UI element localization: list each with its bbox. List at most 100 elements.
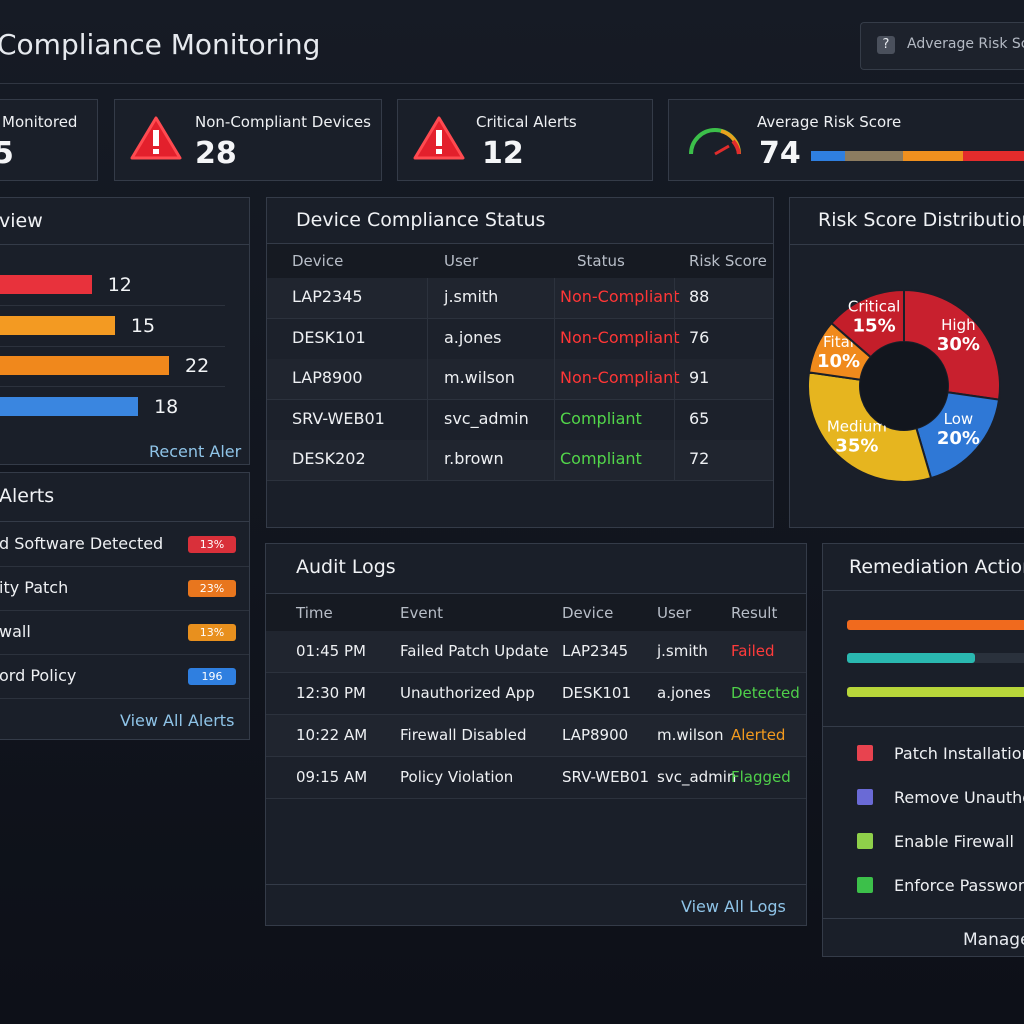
table-cell: 76 <box>689 327 710 347</box>
kpi-label: Monitored <box>2 113 78 131</box>
risk-bar <box>811 151 1024 161</box>
table-cell: LAP8900 <box>292 368 363 387</box>
column-divider <box>554 318 555 359</box>
kpi-label: Critical Alerts <box>476 113 577 131</box>
risk-score-button[interactable]: ? Adverage Risk Sc <box>860 22 1024 70</box>
divider <box>0 610 249 611</box>
action-text: Remove Unauthor <box>894 788 1024 807</box>
table-row: SRV-WEB01 svc_admin Compliant 65 <box>267 399 773 441</box>
alert-text: ity Patch <box>0 578 69 597</box>
donut-slice <box>830 288 905 359</box>
bar <box>0 275 92 294</box>
alert-text: wall <box>0 622 31 641</box>
column-divider <box>674 399 675 440</box>
panel-title: view <box>0 210 43 232</box>
table-cell: 65 <box>689 408 710 428</box>
link[interactable]: View All Logs <box>681 897 786 916</box>
table-cell: j.smith <box>444 287 499 306</box>
slice-value: 30% <box>937 334 980 355</box>
link[interactable]: Recent Aler <box>149 442 242 461</box>
bar <box>0 356 169 375</box>
gauge-icon <box>689 128 741 156</box>
kpi-value: 5 <box>0 136 14 171</box>
divider <box>0 566 249 567</box>
column-header: Result <box>731 604 778 622</box>
alert-badge: 23% <box>188 580 236 597</box>
column-header: Status <box>577 252 625 270</box>
column-divider <box>674 278 675 318</box>
alert-icon <box>413 116 465 160</box>
bar-value: 15 <box>130 314 156 337</box>
divider <box>823 918 1024 919</box>
kpi-card: Average Risk Score 74 <box>668 99 1024 181</box>
overview-panel: view Recent Aler 12 15 22 18 <box>0 197 250 465</box>
column-divider <box>554 440 555 480</box>
table-cell: 91 <box>689 368 710 387</box>
kpi-label: Non-Compliant Devices <box>195 113 371 131</box>
panel-title: Risk Score Distribution <box>818 209 1024 231</box>
table-cell: Policy Violation <box>400 768 514 786</box>
status-square <box>857 833 873 849</box>
help-icon: ? <box>877 36 895 54</box>
panel-title: Device Compliance Status <box>296 209 546 231</box>
table-cell: Failed Patch Update <box>400 642 549 660</box>
column-divider <box>554 278 555 318</box>
slice-label: Medium <box>827 417 887 435</box>
table-cell: 10:22 AM <box>296 726 368 744</box>
table-cell: Non-Compliant <box>560 287 680 306</box>
table-header: Time Event Device User Result <box>266 593 806 633</box>
table-cell: LAP2345 <box>292 287 363 306</box>
audit-panel: Audit Logs View All Logs Time Event Device… <box>265 543 807 926</box>
status-square <box>857 789 873 805</box>
table-cell: a.jones <box>444 327 502 347</box>
column-header: User <box>657 604 692 622</box>
table-cell: m.wilson <box>444 368 515 387</box>
divider <box>823 590 1024 591</box>
table-cell: 88 <box>689 287 710 306</box>
alert-badge: 196 <box>188 668 236 685</box>
table-cell: Compliant <box>560 449 642 468</box>
progress-track <box>847 653 1024 663</box>
bar-value: 12 <box>107 274 132 296</box>
divider <box>0 386 225 387</box>
table-cell: Detected <box>731 684 800 702</box>
column-divider <box>427 318 428 359</box>
table-cell: Non-Compliant <box>560 327 680 347</box>
panel-title: Audit Logs <box>296 556 396 578</box>
column-header: User <box>444 252 479 270</box>
table-cell: Flagged <box>731 768 791 786</box>
manage-button[interactable]: Manage <box>963 930 1024 950</box>
table-cell: Unauthorized App <box>400 684 535 702</box>
table-cell: DESK101 <box>562 684 632 702</box>
link[interactable]: View All Alerts <box>120 711 235 730</box>
slice-value: 20% <box>937 428 980 449</box>
table-row: 12:30 PM Unauthorized App DESK101 a.jones De… <box>266 673 806 715</box>
risk-panel: Risk Score Distribution High 30% Low 20% Med… <box>789 197 1024 528</box>
table-cell: Non-Compliant <box>560 368 680 387</box>
kpi-card: Critical Alerts 12 <box>397 99 653 181</box>
action-text: Enable Firewall <box>894 832 1014 851</box>
kpi-label: Average Risk Score <box>757 113 902 131</box>
table-row: 09:15 AM Policy Violation SRV-WEB01 svc_adm… <box>266 757 806 799</box>
kpi-value: 12 <box>482 136 524 171</box>
column-divider <box>554 399 555 440</box>
table-cell: Firewall Disabled <box>400 726 527 744</box>
table-cell: SRV-WEB01 <box>562 768 649 786</box>
button-label: Adverage Risk Sc <box>907 36 1024 52</box>
column-divider <box>427 359 428 399</box>
action-text: Patch Installation <box>894 744 1024 763</box>
column-divider <box>554 359 555 399</box>
kpi-value: 28 <box>195 136 237 171</box>
table-cell: 12:30 PM <box>296 684 366 702</box>
table-cell: m.wilson <box>657 726 724 744</box>
column-header: Risk Score <box>689 252 767 270</box>
progress-bar <box>847 653 975 663</box>
table-cell: svc_admin <box>657 768 737 786</box>
table-cell: 72 <box>689 449 710 468</box>
page-title: Compliance Monitoring <box>0 28 321 61</box>
table-cell: a.jones <box>657 684 711 702</box>
donut-hole <box>860 342 948 430</box>
table-cell: j.smith <box>657 642 708 660</box>
